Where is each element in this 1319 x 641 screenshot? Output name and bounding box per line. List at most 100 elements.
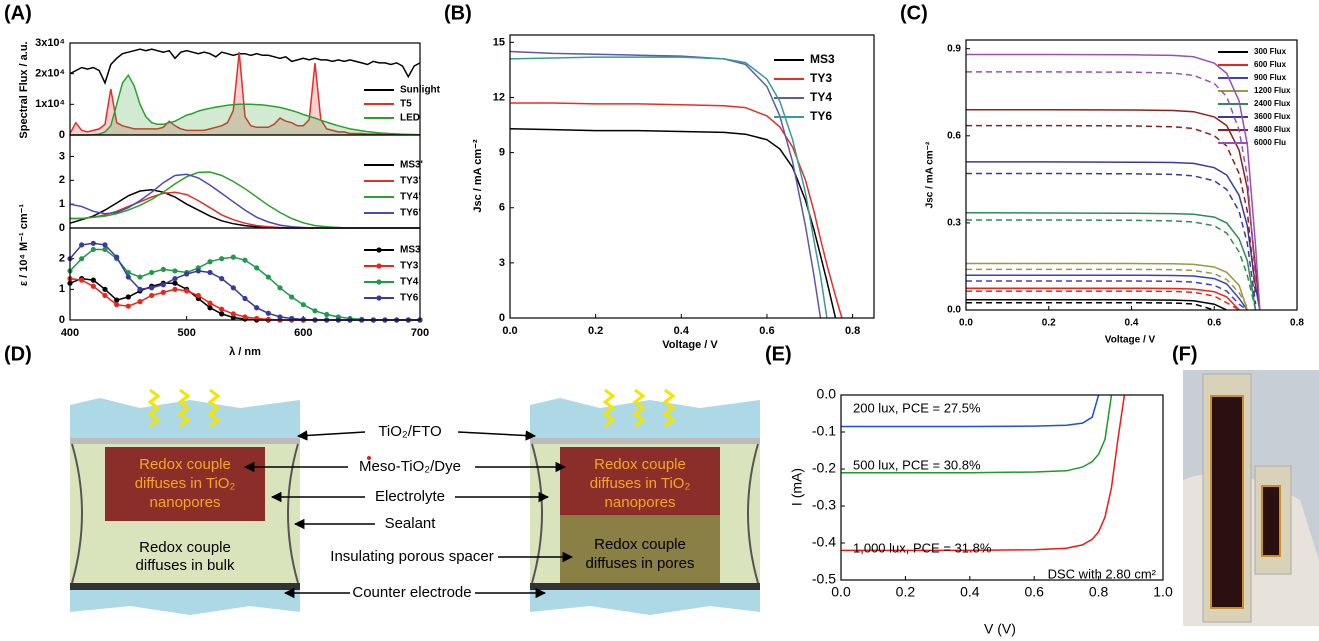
line (69, 48, 421, 85)
legend-label: TY3 (400, 261, 419, 272)
marker (125, 274, 131, 280)
marker (102, 246, 108, 253)
legend-label: 3600 Flux (1254, 112, 1291, 121)
marker (160, 266, 166, 272)
x-axis-label: Voltage / V (662, 339, 718, 351)
legend-label: 600 Flux (1254, 60, 1287, 69)
cell-text: Redox couple (139, 456, 231, 473)
legend-label: TY4' (400, 192, 421, 203)
marker (300, 302, 306, 308)
x-axis-label: λ / nm (229, 346, 261, 358)
y-tick-label: 0.3 (947, 218, 961, 229)
y-tick-label: 0 (59, 314, 65, 326)
line (509, 56, 828, 319)
label: Counter electrode (352, 584, 471, 601)
x-tick-label: 0.6 (1207, 318, 1221, 329)
label: Electrolyte (375, 488, 445, 505)
x-tick-label: 600 (294, 327, 312, 339)
marker (230, 314, 236, 321)
plot-frame (509, 34, 875, 319)
legend-label: 4800 Flux (1254, 125, 1291, 134)
label: Sealant (385, 515, 437, 532)
marker (242, 295, 248, 302)
spacer (560, 515, 720, 583)
cell-diagram: TiO₂/FTO Meso-TiO₂/Dye Electrolyte Seala… (70, 388, 760, 615)
chart: 0 1 2 400 500 600 700 ε / 10⁴ M⁻¹ cm⁻¹ λ / nm MS3… (18, 204, 429, 358)
glass (530, 398, 760, 440)
legend-label: TY3 (810, 71, 832, 85)
cell-text: diffuses in bulk (136, 557, 235, 574)
x-tick-label: 500 (177, 327, 195, 339)
line (69, 52, 420, 136)
panel-label: (F) (1172, 343, 1198, 365)
line (966, 53, 1261, 311)
marker (219, 256, 225, 262)
series-label: 500 lux, PCE = 30.8% (853, 457, 981, 472)
marker (195, 268, 201, 274)
line (966, 262, 1249, 311)
sealant (531, 443, 759, 584)
cell-text: Redox couple (139, 539, 231, 556)
marker (242, 314, 248, 320)
marker (149, 269, 155, 276)
y-tick-label: 2 (59, 253, 65, 265)
legend-label: TY6 (400, 293, 419, 304)
line (966, 172, 1257, 305)
area (70, 52, 420, 136)
y-tick-label: -0.3 (812, 497, 836, 513)
x-tick-label: 0.8 (1089, 584, 1109, 600)
chart: -0.5 -0.4 -0.3 -0.2 -0.1 0.0 0.0 0.2 0.4 0.6 0.8 1.… (789, 386, 1173, 637)
marker (160, 282, 166, 288)
marker (90, 277, 96, 283)
cell-text: diffuses in TiO₂ (135, 475, 236, 492)
panel-label: (E) (765, 343, 792, 365)
marker (265, 274, 271, 280)
panel-label: (A) (4, 2, 32, 24)
x-tick-label: 0.2 (896, 584, 916, 600)
series-label: 1,000 lux, PCE = 31.8% (853, 540, 992, 555)
x-tick-label: 0.4 (960, 584, 980, 600)
plot-frame (840, 394, 1164, 581)
line (966, 301, 1215, 311)
x-axis-label: Voltage / V (1105, 335, 1156, 346)
y-tick-label: 1x10⁴ (35, 98, 65, 110)
marker (265, 316, 271, 322)
y-tick-label: 15 (493, 36, 505, 48)
y-tick-label: 3x10⁴ (35, 37, 65, 49)
marker (149, 285, 155, 291)
cell-text: diffuses in TiO₂ (590, 475, 691, 492)
marker (102, 242, 108, 248)
device-active (1261, 485, 1281, 557)
cell-text: nanopores (150, 494, 221, 511)
marker (219, 276, 225, 282)
legend-label: 1200 Flux (1254, 86, 1291, 95)
legend-label: TY4 (810, 90, 832, 104)
x-tick-label: 0.2 (1042, 318, 1056, 329)
marker (172, 280, 178, 286)
legend-label: TY3' (400, 176, 421, 187)
marker (137, 299, 143, 305)
counter-electrode (530, 583, 760, 590)
glass (530, 590, 760, 615)
marker (219, 311, 225, 317)
plot-frame (965, 39, 1298, 311)
legend-label: MS3 (400, 245, 421, 256)
x-tick-label: 0.8 (845, 325, 860, 337)
legend-marker (376, 295, 382, 301)
marker (195, 292, 201, 299)
marker (102, 292, 108, 299)
legend-marker (376, 263, 382, 269)
marker (242, 257, 248, 263)
marker (90, 283, 96, 289)
light (602, 388, 676, 428)
line (966, 280, 1248, 311)
light (147, 388, 221, 428)
marker (312, 308, 318, 314)
meso-tio2 (105, 447, 265, 521)
y-tick-label: 2x10⁴ (35, 68, 65, 80)
line (965, 211, 1257, 311)
chart: 0 3 6 9 12 15 0.0 0.2 0.4 0.6 0.8 Jsc / mA cm⁻² Volt… (472, 34, 875, 351)
marker (230, 254, 236, 260)
marker (137, 274, 143, 280)
